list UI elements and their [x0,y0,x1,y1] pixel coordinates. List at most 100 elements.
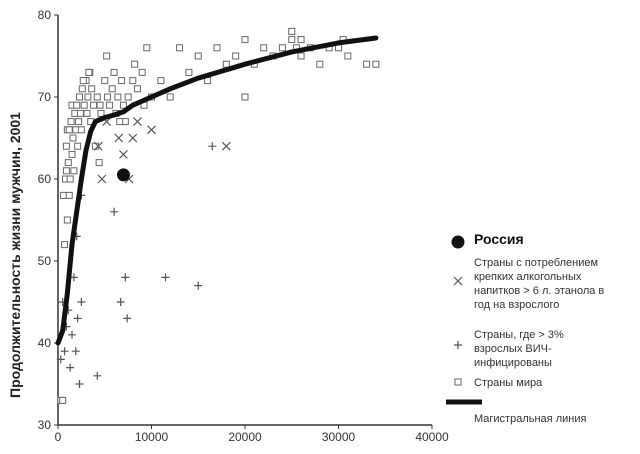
world-point [166,93,174,101]
world-point [241,36,249,44]
hiv-point [66,363,75,372]
world-point [76,109,84,117]
world-point [288,27,296,35]
world-point [232,52,240,60]
legend-marker-hiv [454,341,462,349]
world-point [70,167,78,175]
y-tick-label: 70 [38,90,52,104]
world-point [129,77,137,85]
legend-label-hiv: взрослых ВИЧ- [474,343,552,355]
world-point [157,77,165,85]
world-point [288,36,296,44]
world-point [133,85,141,93]
world-point [344,52,352,60]
world-point [97,109,105,117]
world-point [80,101,88,109]
world-point [84,93,92,101]
world-point [68,150,76,158]
world-point [222,60,230,68]
world-point [116,118,124,126]
legend-label-strong_alcohol: год на взрослого [474,299,559,311]
world-point [110,68,118,76]
x-tick-label: 20000 [228,430,262,444]
legend-item-russia: Россия [451,231,524,249]
hiv-point [208,142,217,151]
legend-marker-strong_alcohol [453,276,463,286]
world-point [60,191,68,199]
world-point [65,126,73,134]
strong_alcohol-point [221,141,231,151]
world-point [62,142,70,150]
y-tick-label: 40 [38,336,52,350]
hiv-point [110,207,119,216]
legend-label-world: Страны мира [474,377,543,389]
world-point [278,44,286,52]
y-tick-label: 80 [38,8,52,22]
hiv-point [56,355,65,364]
y-tick-label: 60 [38,172,52,186]
strong_alcohol-point [93,141,103,151]
plot-area [55,27,380,404]
russia-point [116,168,130,182]
y-axis-title: Продолжительность жизни мужчин, 2001 [7,112,23,398]
legend-label-hiv: Страны, где > 3% [474,329,564,341]
world-point [143,44,151,52]
world-point [372,60,380,68]
world-point [77,126,85,134]
world-point [67,118,75,126]
world-point [118,77,126,85]
world-point [241,93,249,101]
world-point [72,126,80,134]
hiv-point [73,314,82,323]
x-tick-label: 40000 [415,430,449,444]
y-tick-label: 30 [38,418,52,432]
world-point [103,52,111,60]
hiv-point [123,314,132,323]
world-point [78,85,86,93]
legend-item-trend: Магистральная линия [446,399,586,425]
legend-label-strong_alcohol: напитков > 6 л. этанола в [474,285,604,297]
world-point [61,241,69,249]
strong_alcohol-point [119,149,128,159]
world-point [96,101,104,109]
world-point [104,93,112,101]
hiv-point [68,330,77,339]
world-point [297,52,305,60]
legend-marker-world [454,378,462,386]
world-point [119,101,127,109]
world-point [62,167,70,175]
world-point [76,93,84,101]
axes [57,15,432,426]
legend-label-hiv: инфицированы [474,357,552,369]
hiv-point [116,298,125,306]
hiv-point [75,380,84,388]
world-point [176,44,184,52]
world-point [108,85,116,93]
hiv-point [77,298,86,306]
world-point [64,159,72,167]
world-point [260,44,268,52]
world-point [363,60,371,68]
hiv-point [121,273,130,282]
world-point [124,93,132,101]
world-point [63,216,71,224]
legend: Россия Страны с потреблением крепких алког… [446,231,604,425]
ticks: 0 10000 20000 30000 40000 30 40 50 60 70 80 [38,8,449,444]
world-point [73,101,81,109]
world-point [65,191,73,199]
strong_alcohol-point [97,174,107,184]
world-point [121,118,129,126]
world-point [75,118,83,126]
world-point [90,101,98,109]
x-tick-label: 10000 [135,430,169,444]
world-point [297,36,305,44]
legend-label-russia: Россия [474,231,524,247]
world-point [83,109,91,117]
world-point [69,134,77,142]
world-point [85,68,93,76]
y-axis-label: Продолжительность жизни мужчин, 2001 [7,112,23,398]
legend-label-trend: Магистральная линия [474,413,586,425]
world-point [131,60,139,68]
world-point [59,396,67,404]
